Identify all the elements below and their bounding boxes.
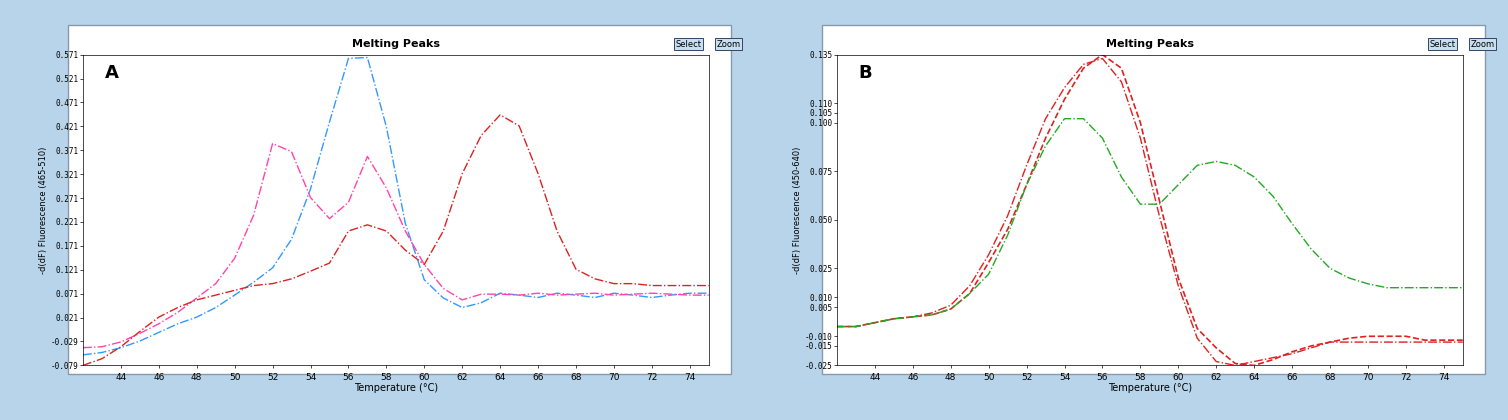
Text: B: B (860, 64, 873, 82)
X-axis label: Temperature (°C): Temperature (°C) (354, 383, 437, 394)
Text: Select: Select (1430, 39, 1455, 49)
Text: Melting Peaks: Melting Peaks (1105, 39, 1194, 49)
Text: A: A (106, 64, 119, 82)
Text: Zoom: Zoom (1470, 39, 1494, 49)
Y-axis label: -d(dF) Fluorescence (465-510): -d(dF) Fluorescence (465-510) (39, 146, 48, 274)
Text: Melting Peaks: Melting Peaks (351, 39, 440, 49)
Text: Zoom: Zoom (716, 39, 740, 49)
X-axis label: Temperature (°C): Temperature (°C) (1108, 383, 1191, 394)
Y-axis label: -d(dF) Fluorescence (450-640): -d(dF) Fluorescence (450-640) (793, 146, 802, 274)
Text: Select: Select (676, 39, 701, 49)
